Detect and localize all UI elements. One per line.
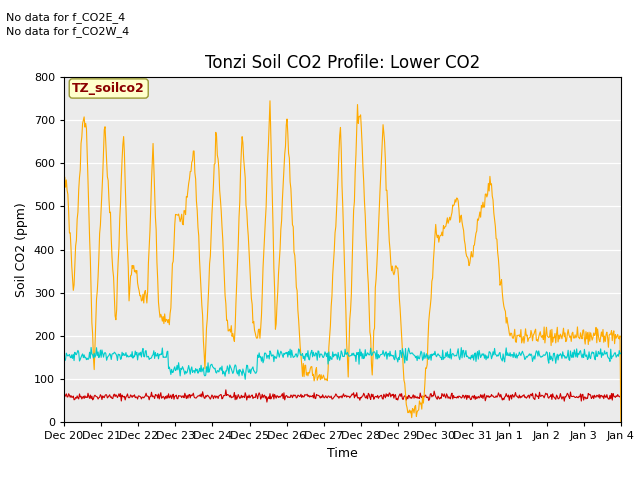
X-axis label: Time: Time: [327, 447, 358, 460]
Title: Tonzi Soil CO2 Profile: Lower CO2: Tonzi Soil CO2 Profile: Lower CO2: [205, 54, 480, 72]
Y-axis label: Soil CO2 (ppm): Soil CO2 (ppm): [15, 202, 28, 297]
Text: No data for f_CO2W_4: No data for f_CO2W_4: [6, 26, 130, 37]
Text: No data for f_CO2E_4: No data for f_CO2E_4: [6, 12, 125, 23]
Text: TZ_soilco2: TZ_soilco2: [72, 82, 145, 95]
